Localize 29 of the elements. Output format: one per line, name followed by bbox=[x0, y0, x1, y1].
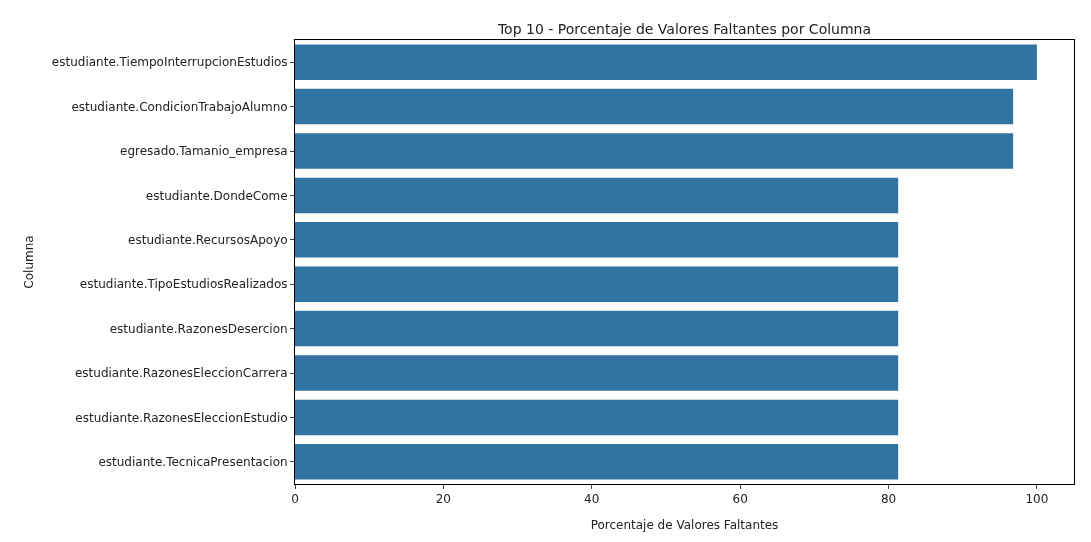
y-tick-label: estudiante.RazonesEleccionEstudio bbox=[75, 410, 288, 425]
x-tick-label: 60 bbox=[732, 492, 748, 507]
x-tick-label: 0 bbox=[291, 492, 299, 507]
y-tick-label: estudiante.RazonesDesercion bbox=[109, 321, 288, 336]
y-tick-label: estudiante.DondeCome bbox=[145, 188, 288, 203]
bar bbox=[295, 355, 899, 391]
bar bbox=[295, 88, 1014, 125]
x-tick-label: 80 bbox=[880, 492, 897, 507]
x-tick-label: 20 bbox=[435, 492, 452, 507]
x-axis-title: Porcentaje de Valores Faltantes bbox=[590, 518, 779, 533]
y-tick-label: estudiante.RecursosApoyo bbox=[128, 233, 288, 247]
bar bbox=[295, 444, 899, 480]
chart-title: Top 10 - Porcentaje de Valores Faltantes por Columna bbox=[496, 21, 872, 38]
bar bbox=[295, 44, 1037, 80]
y-tick-label: estudiante.TecnicaPresentacion bbox=[98, 455, 288, 469]
bar bbox=[295, 266, 899, 302]
y-tick-label: estudiante.TipoEstudiosRealizados bbox=[79, 277, 288, 292]
y-tick-label: estudiante.CondicionTrabajoAlumno bbox=[71, 99, 288, 114]
y-axis-title: Columna bbox=[22, 235, 37, 289]
x-tick-label: 100 bbox=[1025, 492, 1049, 507]
bar bbox=[295, 222, 899, 258]
y-tick-label: estudiante.TiempoInterrupcionEstudios bbox=[51, 55, 288, 70]
bar bbox=[295, 177, 899, 214]
y-tick-label: estudiante.RazonesEleccionCarrera bbox=[74, 366, 288, 381]
bar bbox=[295, 399, 899, 436]
bar bbox=[295, 310, 899, 347]
y-tick-label: egresado.Tamanio_empresa bbox=[120, 144, 288, 159]
x-tick-label: 40 bbox=[584, 492, 600, 507]
bar bbox=[295, 133, 1014, 169]
